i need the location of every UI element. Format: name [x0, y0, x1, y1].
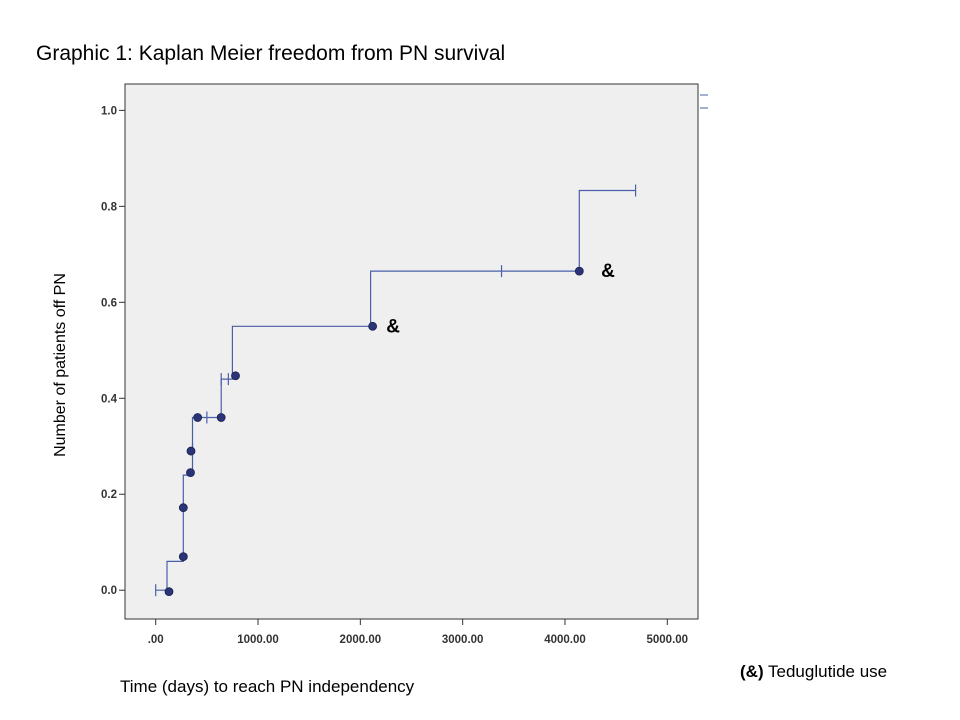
teduglutide-annotation: &	[601, 261, 615, 282]
survival-curve-layer	[155, 189, 636, 591]
y-tick-label: 0.6	[101, 297, 117, 309]
event-point	[178, 503, 188, 513]
y-tick-label: 0.0	[101, 585, 117, 597]
y-axis: 0.0 0.2 0.4 0.6 0.8 1.0	[101, 105, 125, 597]
page-title: Graphic 1: Kaplan Meier freedom from PN …	[36, 42, 506, 65]
footnote: (&) Teduglutide use	[740, 662, 887, 682]
event-point	[186, 446, 196, 456]
event-point	[178, 552, 188, 562]
y-tick-label: 0.2	[101, 489, 117, 501]
x-axis-label: Time (days) to reach PN independency	[120, 677, 415, 696]
x-tick-label: 2000.00	[340, 634, 382, 646]
x-tick-label: 5000.00	[647, 634, 689, 646]
event-point	[231, 371, 240, 381]
event-point	[186, 468, 195, 478]
event-points	[164, 266, 584, 597]
y-tick-label: 0.4	[101, 393, 118, 405]
event-point	[164, 587, 174, 597]
survival-step-line	[155, 189, 636, 591]
legend-fragment	[700, 94, 708, 109]
x-axis: .00 1000.00 2000.00 3000.00 4000.00 5000.00	[148, 619, 688, 646]
event-point	[193, 413, 203, 422]
event-point	[216, 413, 226, 422]
y-axis-label: Number of patients off PN	[52, 273, 69, 457]
plot-area	[124, 83, 699, 620]
event-point	[368, 321, 378, 331]
x-tick-label: 1000.00	[237, 634, 279, 646]
footnote-symbol: (&)	[740, 662, 764, 681]
event-point	[574, 266, 584, 276]
y-tick-label: 0.8	[101, 201, 118, 213]
annotations: &&	[386, 261, 615, 337]
x-tick-label: 4000.00	[544, 634, 586, 646]
y-tick-label: 1.0	[101, 105, 117, 117]
teduglutide-annotation: &	[386, 316, 400, 337]
footnote-text: Teduglutide use	[763, 662, 888, 681]
x-tick-label: .00	[148, 634, 164, 646]
x-tick-label: 3000.00	[442, 634, 484, 646]
